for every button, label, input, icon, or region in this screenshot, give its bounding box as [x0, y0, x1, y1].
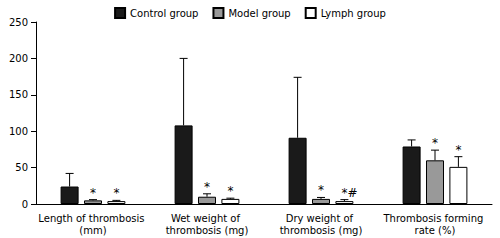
svg-text:Wet weight of: Wet weight of	[171, 213, 243, 224]
svg-text:Control group: Control group	[130, 8, 198, 19]
svg-text:50: 50	[15, 162, 28, 173]
svg-text:*: *	[90, 186, 96, 200]
svg-text:*: *	[432, 136, 438, 150]
svg-text:Lymph group: Lymph group	[321, 8, 386, 19]
svg-text:*: *	[113, 186, 119, 200]
svg-text:Dry weight of: Dry weight of	[286, 213, 357, 224]
svg-text:0: 0	[22, 199, 28, 210]
svg-text:thrombosis (mg): thrombosis (mg)	[166, 225, 249, 236]
svg-text:250: 250	[9, 17, 28, 28]
svg-text:*: *	[227, 184, 233, 198]
svg-text:150: 150	[9, 89, 28, 100]
svg-text:Length of thrombosis: Length of thrombosis	[38, 213, 147, 224]
svg-text:*: *	[455, 143, 461, 157]
svg-text:100: 100	[9, 126, 28, 137]
svg-text:200: 200	[9, 53, 28, 64]
svg-text:(mm): (mm)	[79, 225, 106, 236]
svg-text:Model group: Model group	[228, 8, 290, 19]
svg-text:thrombosis (mg): thrombosis (mg)	[280, 225, 363, 236]
svg-text:*#: *#	[341, 186, 357, 200]
svg-text:*: *	[204, 180, 210, 194]
svg-text:rate (%): rate (%)	[415, 225, 456, 236]
svg-text:Thrombosis forming: Thrombosis forming	[383, 213, 487, 224]
svg-text:*: *	[318, 183, 324, 197]
